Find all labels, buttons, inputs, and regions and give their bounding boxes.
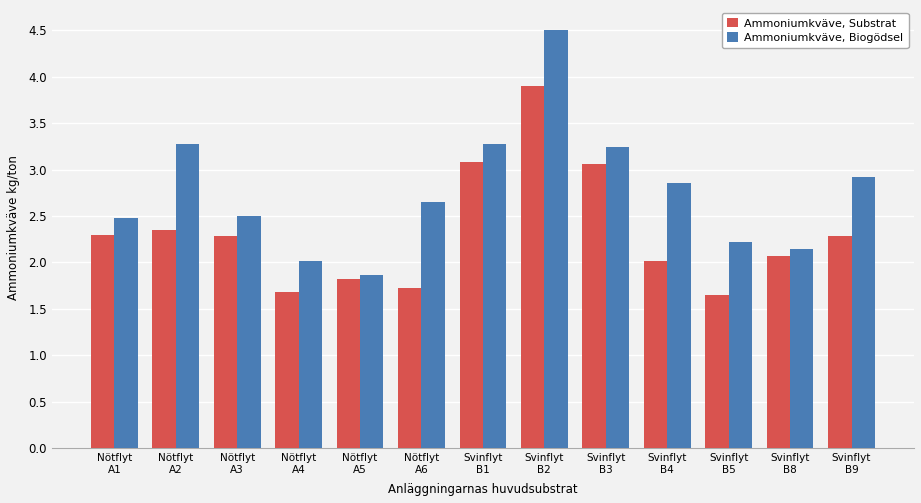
- Bar: [460, 162, 483, 448]
- Bar: [152, 230, 176, 448]
- Bar: [521, 86, 544, 448]
- Bar: [238, 216, 261, 448]
- Bar: [91, 234, 114, 448]
- Bar: [275, 292, 298, 448]
- Bar: [790, 248, 813, 448]
- Bar: [114, 218, 137, 448]
- Y-axis label: Ammoniumkväve kg/ton: Ammoniumkväve kg/ton: [7, 155, 20, 300]
- Bar: [644, 261, 667, 448]
- Bar: [582, 164, 606, 448]
- Legend: Ammoniumkväve, Substrat, Ammoniumkväve, Biogödsel: Ammoniumkväve, Substrat, Ammoniumkväve, …: [721, 13, 908, 48]
- Bar: [422, 202, 445, 448]
- Bar: [729, 242, 752, 448]
- Bar: [483, 143, 507, 448]
- Bar: [298, 261, 322, 448]
- Bar: [767, 256, 790, 448]
- Bar: [398, 288, 422, 448]
- Bar: [176, 143, 199, 448]
- Bar: [337, 279, 360, 448]
- Bar: [544, 30, 567, 448]
- Bar: [214, 236, 238, 448]
- Bar: [667, 184, 691, 448]
- Bar: [360, 275, 383, 448]
- Bar: [705, 295, 729, 448]
- Bar: [606, 147, 629, 448]
- X-axis label: Anläggningarnas huvudsubstrat: Anläggningarnas huvudsubstrat: [388, 483, 577, 496]
- Bar: [852, 177, 875, 448]
- Bar: [828, 236, 852, 448]
